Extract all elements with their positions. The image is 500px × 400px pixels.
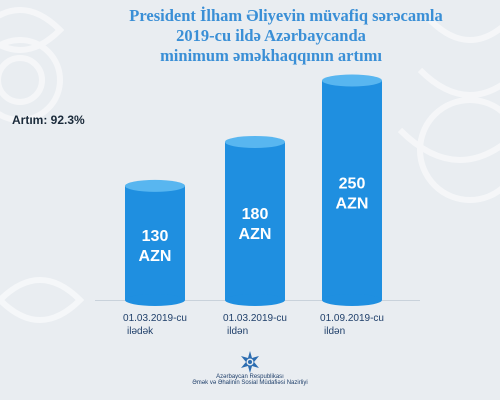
org-line-1: Azərbaycan Respublikası — [216, 374, 284, 380]
bar-1-top — [125, 179, 185, 192]
bar-3-base — [322, 294, 382, 306]
ministry-logo-icon — [241, 351, 259, 373]
growth-label: Artım: 92.3% — [12, 113, 85, 127]
category-label-3-line-1: 01.09.2019-cu — [320, 313, 384, 324]
bar-2-unit-label: AZN — [239, 226, 272, 243]
title-line-3: minimum əməkhaqqının artımı — [160, 46, 382, 65]
bar-3 — [322, 80, 382, 300]
title-line-1: President İlham Əliyevin müvafiq sərəcam… — [129, 6, 443, 25]
footer: Azərbaycan Respublikası Əmək və Əhalinin… — [0, 350, 500, 386]
bar-3-top — [322, 74, 382, 87]
bar-1-base — [125, 294, 185, 306]
category-label-3-line-2: ildən — [324, 326, 345, 337]
title-line-2: 2019-cu ildə Azərbaycanda — [176, 26, 366, 45]
bar-1-unit-label: AZN — [139, 248, 172, 265]
category-label-2-line-1: 01.03.2019-cu — [223, 313, 287, 324]
bar-1 — [125, 185, 185, 300]
bar-2 — [225, 141, 285, 300]
category-label-1-line-1: 01.03.2019-cu — [123, 313, 187, 324]
bar-1-value-label: 130 — [142, 228, 169, 245]
org-line-2: Əmək və Əhalinin Sosial Müdafiəsi Nazirl… — [192, 380, 308, 386]
bar-3-unit-label: AZN — [336, 195, 369, 212]
chart-title: President İlham Əliyevin müvafiq sərəcam… — [0, 6, 500, 66]
bar-2-base — [225, 294, 285, 306]
category-label-1-line-2: ilədək — [127, 326, 154, 337]
bar-2-top — [225, 135, 285, 148]
bar-2-value-label: 180 — [242, 206, 269, 223]
category-label-2-line-2: ildən — [227, 326, 248, 337]
bar-3-value-label: 250 — [339, 175, 366, 192]
